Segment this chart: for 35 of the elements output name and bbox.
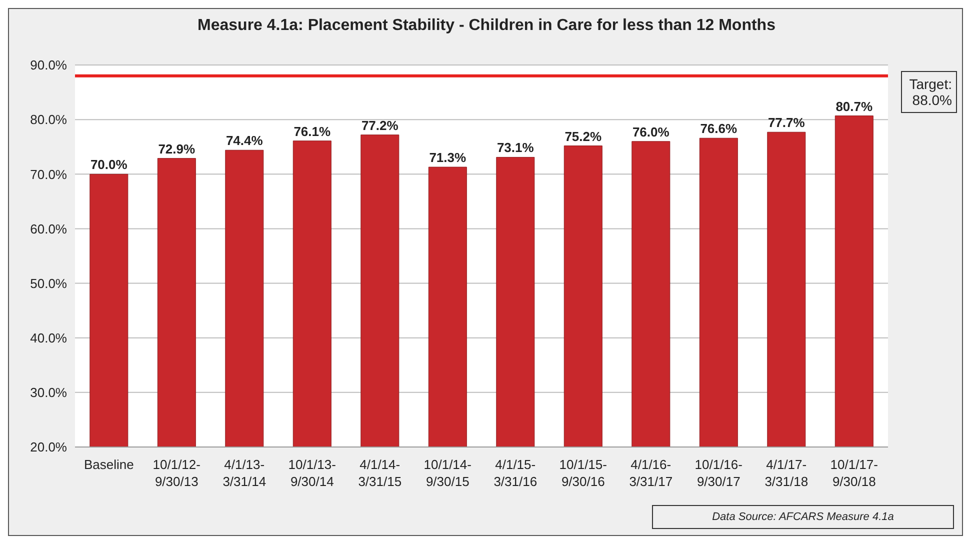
data-label: 75.2% (564, 128, 602, 144)
y-tick-label: 80.0% (30, 112, 68, 128)
x-tick-label: 10/1/15-9/30/16 (559, 457, 607, 489)
data-label: 80.7% (836, 98, 874, 114)
data-label: 76.6% (700, 121, 738, 136)
data-label: 77.2% (361, 118, 399, 133)
data-label: 76.1% (294, 124, 332, 139)
data-label: 76.0% (632, 124, 670, 140)
x-tick-label: 4/1/15-3/31/16 (494, 457, 538, 489)
y-tick-label: 50.0% (30, 276, 68, 291)
y-tick-label: 70.0% (30, 166, 68, 182)
data-label: 72.9% (158, 141, 196, 156)
x-tick-label: 4/1/16-3/31/17 (629, 457, 673, 489)
y-tick-label: 40.0% (30, 330, 68, 346)
x-tick-label: 4/1/13-3/31/14 (222, 457, 266, 489)
x-tick-label: 10/1/14-9/30/15 (424, 457, 472, 489)
x-tick-label: 10/1/13-9/30/14 (288, 457, 336, 489)
data-label: 71.3% (429, 150, 467, 166)
chart-title: Measure 4.1a: Placement Stability - Children in Care for less than 12 Months (196, 17, 776, 35)
x-tick-label: 10/1/12-9/30/13 (152, 457, 200, 489)
data-label: 73.1% (496, 140, 534, 156)
x-tick-label: Baseline (84, 457, 134, 472)
data-label: 77.7% (768, 115, 806, 130)
ref-line-label: Target: 88.0% (901, 71, 957, 113)
y-tick-label: 60.0% (30, 221, 68, 236)
x-tick-label: 4/1/14-3/31/15 (358, 457, 402, 489)
y-tick-label: 30.0% (30, 385, 68, 400)
y-tick-label: 90.0% (30, 58, 68, 73)
x-tick-label: 10/1/17-9/30/18 (830, 457, 878, 489)
y-tick-label: 20.0% (30, 440, 68, 455)
data-label: 70.0% (90, 157, 128, 172)
x-tick-label: 4/1/17-3/31/18 (764, 457, 808, 489)
x-tick-label: 10/1/16-9/30/17 (694, 457, 742, 489)
data-label: 74.4% (226, 133, 264, 148)
source-note: Data Source: AFCARS Measure 4.1a (652, 505, 954, 529)
